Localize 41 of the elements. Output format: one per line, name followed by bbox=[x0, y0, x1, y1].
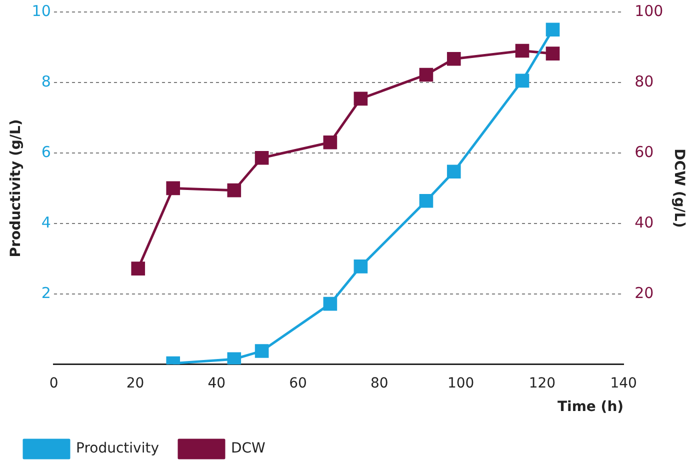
point bbox=[227, 183, 242, 198]
point bbox=[546, 22, 560, 37]
x-tick-label: 20 bbox=[126, 375, 144, 392]
x-tick-label: 80 bbox=[370, 375, 388, 392]
point bbox=[354, 260, 368, 274]
point bbox=[227, 352, 242, 364]
point bbox=[515, 74, 530, 88]
y-tick-label: 2 bbox=[41, 284, 51, 302]
point bbox=[131, 262, 146, 276]
legend-label: DCW bbox=[230, 440, 266, 457]
y-axis-title: Productivity (g/L) bbox=[8, 119, 24, 258]
y2-axis-title: DCW (g/L) bbox=[670, 148, 687, 228]
y-tick-label: 4 bbox=[41, 213, 51, 232]
y-tick-label: 6 bbox=[41, 142, 51, 161]
x-tick-label: 0 bbox=[49, 375, 58, 392]
point bbox=[419, 194, 434, 208]
y2-tick-label: 100 bbox=[634, 2, 664, 20]
point bbox=[546, 46, 560, 60]
y2-tick-label: 80 bbox=[634, 72, 654, 90]
legend-label: Productivity bbox=[76, 440, 159, 457]
point bbox=[446, 164, 461, 179]
x-tick-label: 140 bbox=[610, 375, 637, 392]
point bbox=[323, 135, 338, 150]
point bbox=[446, 52, 461, 66]
x-tick-label: 40 bbox=[208, 375, 226, 392]
point bbox=[166, 181, 180, 196]
y-tick-label: 8 bbox=[41, 72, 51, 90]
point bbox=[354, 92, 368, 106]
y2-tick-label: 60 bbox=[634, 142, 654, 161]
point bbox=[254, 344, 269, 358]
point bbox=[323, 296, 338, 311]
x-tick-label: 120 bbox=[528, 375, 556, 392]
x-tick-label: 100 bbox=[447, 375, 474, 392]
point bbox=[419, 68, 434, 82]
point bbox=[515, 44, 530, 58]
point bbox=[254, 150, 269, 165]
y2-tick-label: 20 bbox=[634, 284, 654, 302]
y-tick-label: 10 bbox=[32, 2, 51, 20]
x-tick-label: 60 bbox=[289, 375, 307, 392]
x-axis-title: Time (h) bbox=[557, 399, 624, 416]
y2-tick-label: 40 bbox=[634, 213, 654, 232]
